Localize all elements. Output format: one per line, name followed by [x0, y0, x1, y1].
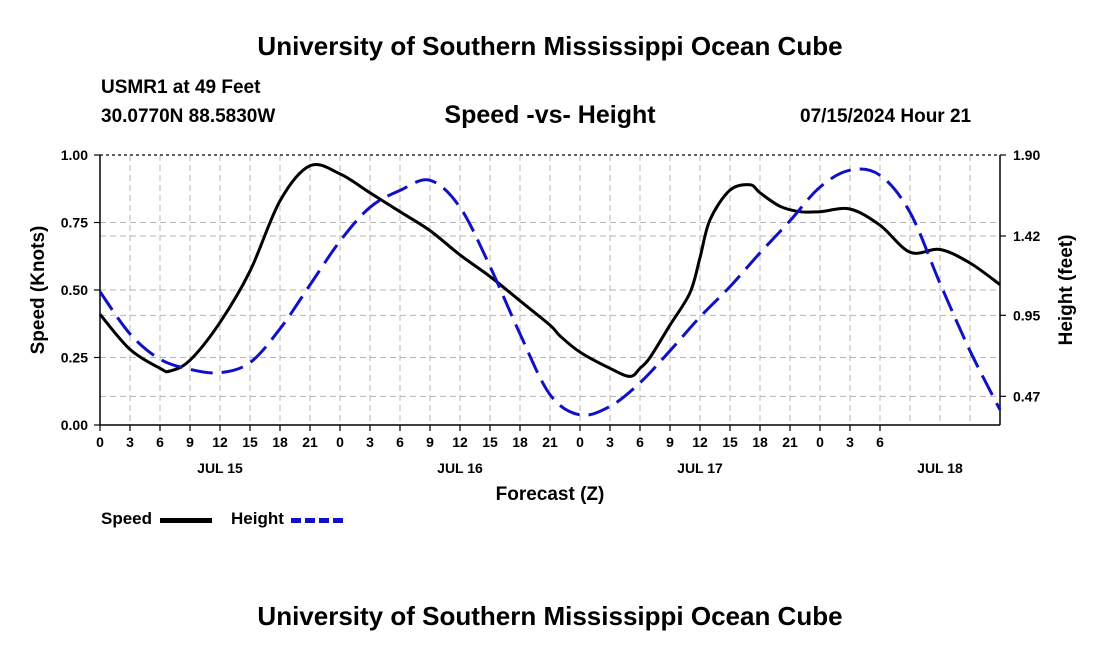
- y-right-tick-label: 1.42: [1013, 228, 1040, 244]
- x-tick-label: 0: [816, 434, 824, 450]
- x-tick-label: 9: [666, 434, 674, 450]
- x-day-label: JUL 15: [197, 460, 243, 476]
- legend-speed-label: Speed: [101, 509, 153, 528]
- x-tick-label: 21: [542, 434, 558, 450]
- chart-title-bottom: University of Southern Mississippi Ocean…: [257, 601, 843, 631]
- datetime-label: 07/15/2024 Hour 21: [800, 106, 972, 127]
- y-tick-label: 0.75: [61, 215, 88, 231]
- y-axis-right-title: Height (feet): [1056, 235, 1077, 346]
- y-right-tick-label: 0.95: [1013, 307, 1040, 323]
- x-tick-label: 3: [606, 434, 614, 450]
- y-tick-label: 1.00: [61, 147, 88, 163]
- x-tick-label: 15: [722, 434, 738, 450]
- x-tick-label: 18: [512, 434, 528, 450]
- y-tick-label: 0.50: [61, 282, 88, 298]
- x-axis-title: Forecast (Z): [496, 484, 605, 505]
- y-right-tick-label: 1.90: [1013, 147, 1040, 163]
- legend-height-swatch: [291, 518, 343, 523]
- x-tick-label: 21: [302, 434, 318, 450]
- x-tick-label: 18: [752, 434, 768, 450]
- x-day-label: JUL 17: [677, 460, 723, 476]
- legend-height-label: Height: [231, 509, 284, 528]
- y-axis-title: Speed (Knots): [28, 226, 49, 355]
- x-tick-label: 18: [272, 434, 288, 450]
- y-right-tick-label: 0.47: [1013, 388, 1040, 404]
- x-tick-label: 9: [186, 434, 194, 450]
- speed-series-line: [98, 163, 1001, 378]
- x-day-label: JUL 16: [437, 460, 483, 476]
- x-tick-label: 0: [576, 434, 584, 450]
- coordinates-label: 30.0770N 88.5830W: [101, 106, 276, 127]
- x-tick-label: 6: [156, 434, 164, 450]
- y-tick-label: 0.00: [61, 417, 88, 433]
- x-tick-label: 6: [396, 434, 404, 450]
- x-tick-label: 15: [242, 434, 258, 450]
- x-tick-label: 15: [482, 434, 498, 450]
- x-tick-label: 9: [426, 434, 434, 450]
- station-label: USMR1 at 49 Feet: [101, 77, 261, 98]
- chart-title-top: University of Southern Mississippi Ocean…: [257, 31, 843, 61]
- x-tick-label: 21: [782, 434, 798, 450]
- x-tick-label: 0: [336, 434, 344, 450]
- x-day-label: JUL 18: [917, 460, 963, 476]
- speed-height-chart: 0 3 6 9 12 15 18 21 0 3 6 9 12 15 18 21 0 3 6 9 12 15 18 21 0 3 6 J…: [28, 147, 1077, 505]
- x-tick-label: 12: [692, 434, 708, 450]
- y-tick-label: 0.25: [61, 350, 88, 366]
- x-tick-label: 6: [636, 434, 644, 450]
- x-tick-label: 3: [126, 434, 134, 450]
- x-tick-label: 6: [876, 434, 884, 450]
- x-tick-label: 12: [452, 434, 468, 450]
- x-tick-label: 3: [366, 434, 374, 450]
- height-series-line: [98, 167, 1002, 417]
- legend-speed-swatch: [160, 518, 212, 523]
- x-tick-label: 0: [96, 434, 104, 450]
- x-tick-label: 12: [212, 434, 228, 450]
- x-tick-label: 3: [846, 434, 854, 450]
- chart-subtitle: Speed -vs- Height: [444, 101, 656, 129]
